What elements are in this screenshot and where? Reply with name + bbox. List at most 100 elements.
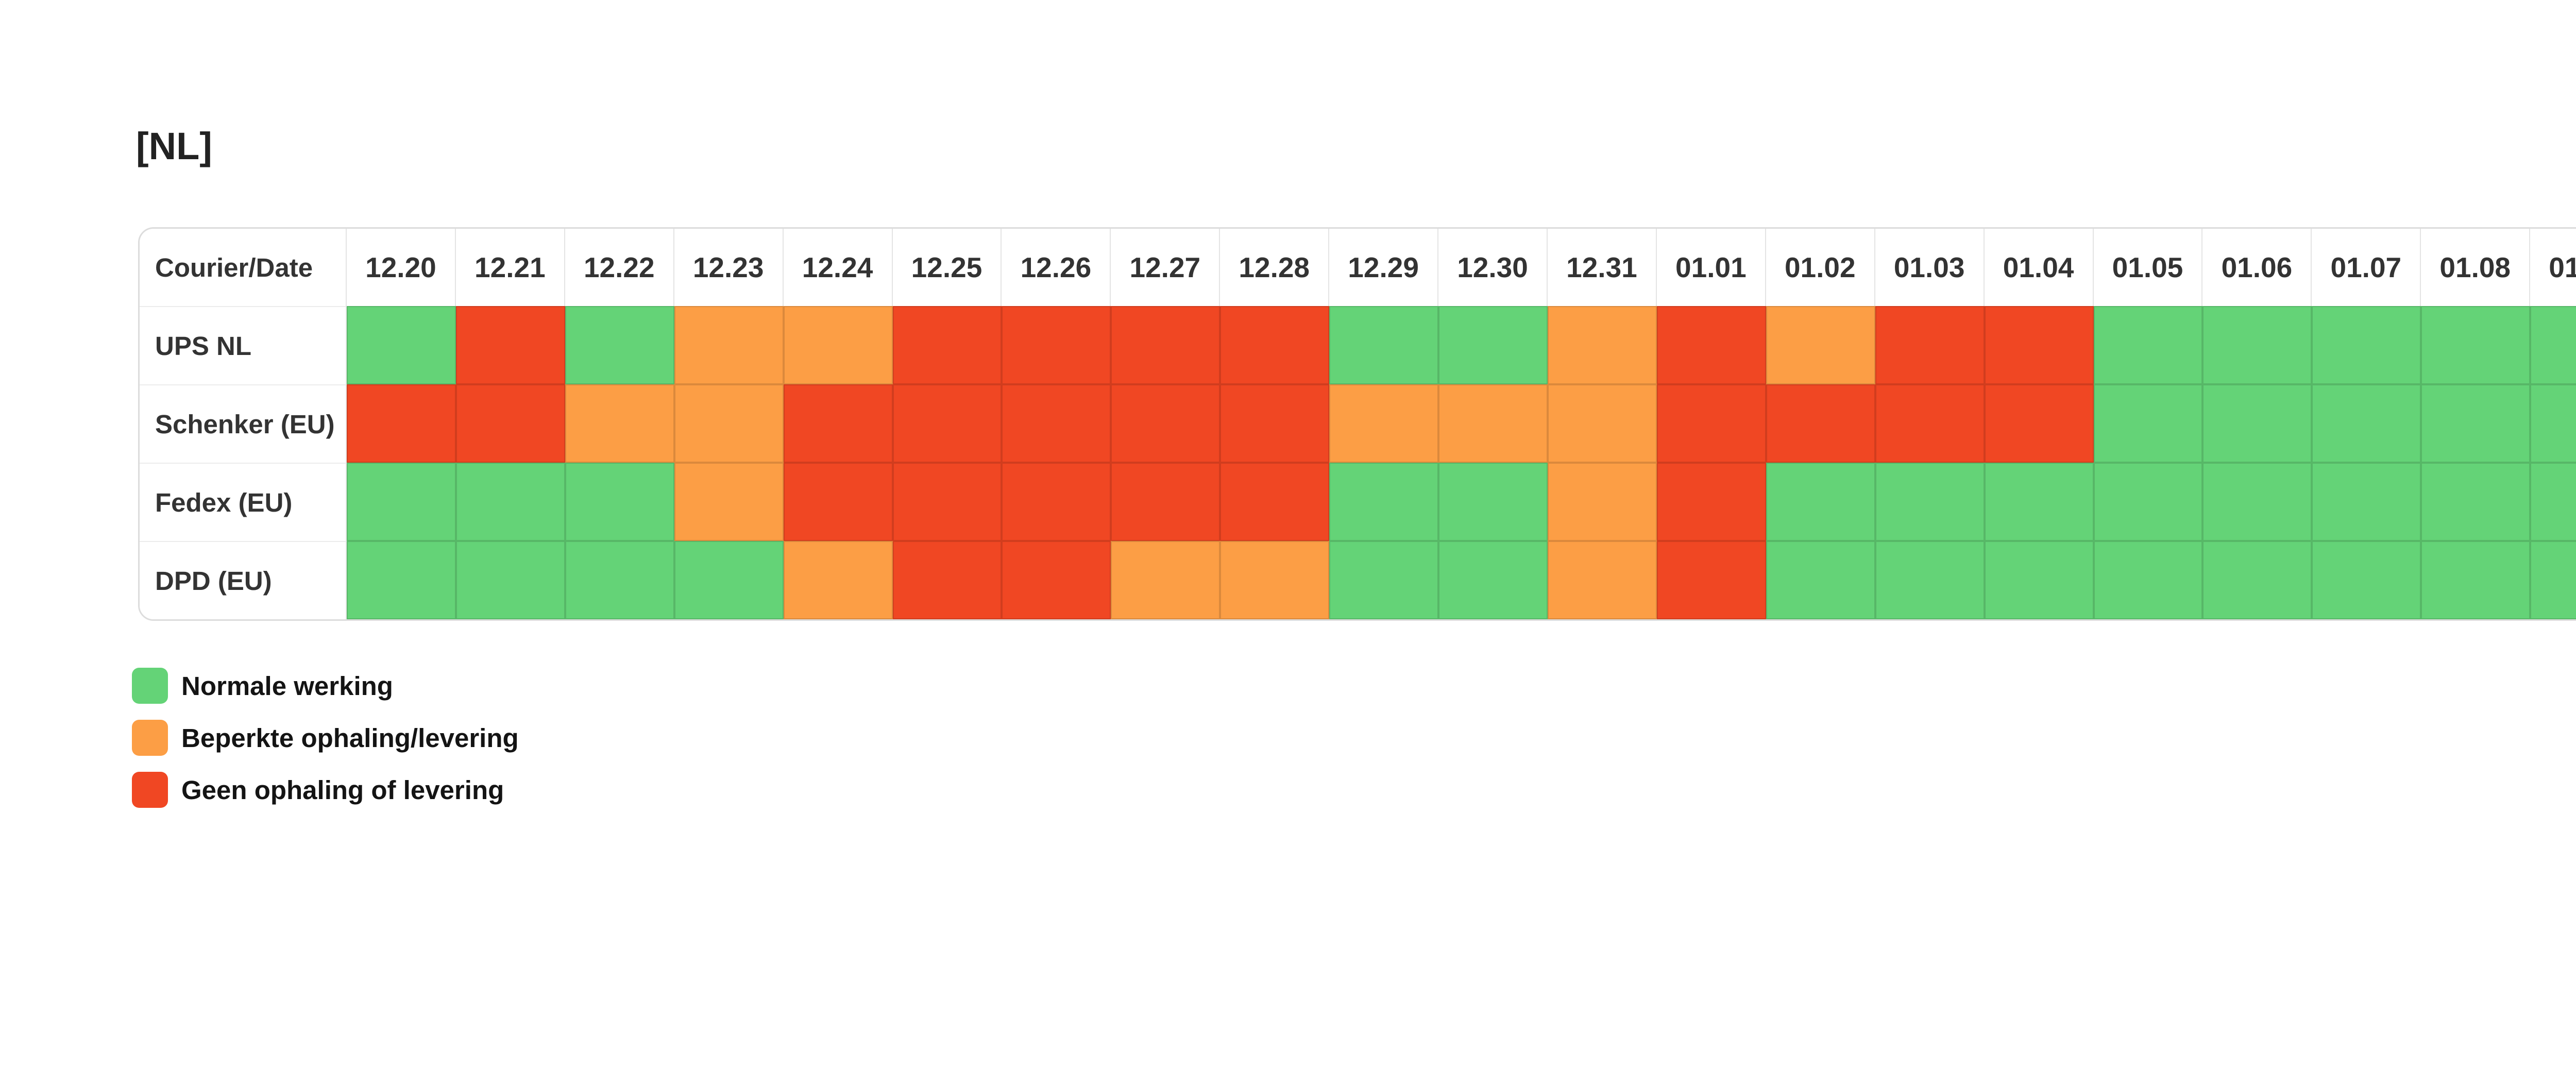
status-cell [1329,541,1439,619]
status-cell [1547,306,1657,384]
date-header: 01.05 [2093,229,2203,306]
status-cell [2202,306,2312,384]
date-header: 01.09 [2530,229,2576,306]
date-header: 12.30 [1438,229,1548,306]
legend-swatch-normal [132,668,168,704]
status-cell [2421,384,2531,463]
status-cell [2312,384,2421,463]
status-cell [1438,384,1548,463]
status-cell [2093,541,2203,619]
status-cell [1111,541,1221,619]
status-cell [2093,306,2203,384]
date-header: 12.23 [674,229,784,306]
status-cell [1875,463,1985,541]
status-cell [1002,463,1111,541]
date-header: 01.02 [1766,229,1875,306]
status-cell [892,463,1002,541]
date-header: 12.20 [347,229,456,306]
status-cell [1220,306,1330,384]
status-cell [565,463,674,541]
status-cell [2312,306,2421,384]
status-cell [1329,306,1439,384]
status-cell [565,384,674,463]
date-header: 12.22 [565,229,674,306]
status-cell [2530,384,2576,463]
date-header: 01.04 [1984,229,2094,306]
status-cell [1656,384,1766,463]
date-header: 01.01 [1656,229,1766,306]
status-cell [1766,306,1875,384]
status-cell [674,463,784,541]
status-cell [2530,306,2576,384]
date-header: 01.07 [2312,229,2421,306]
status-cell [1766,384,1875,463]
status-cell [1547,463,1657,541]
legend-label: Normale werking [181,671,393,701]
status-cell [2202,463,2312,541]
status-cell [455,541,565,619]
date-header: 12.24 [783,229,893,306]
date-header: 01.03 [1875,229,1985,306]
legend: Normale werking Beperkte ophaling/leverin… [132,668,2576,808]
status-cell [1984,541,2094,619]
courier-label: UPS NL [140,306,347,384]
status-cell [2421,463,2531,541]
corner-header: Courier/Date [140,229,347,306]
status-cell [565,306,674,384]
availability-table: Courier/Date 12.20 12.21 12.22 12.23 12.24 12… [138,227,2576,621]
courier-label: DPD (EU) [140,541,347,619]
courier-label: Schenker (EU) [140,384,347,463]
date-header: 12.31 [1547,229,1657,306]
status-cell [2421,541,2531,619]
legend-item: Normale werking [132,668,2576,704]
status-cell [2093,463,2203,541]
status-cell [783,306,893,384]
status-cell [1656,306,1766,384]
status-cell [674,384,784,463]
status-cell [674,541,784,619]
status-cell [674,306,784,384]
status-cell [1220,463,1330,541]
status-cell [565,541,674,619]
status-cell [783,384,893,463]
status-cell [1438,463,1548,541]
date-header: 01.06 [2202,229,2312,306]
status-cell [2312,463,2421,541]
status-cell [1984,306,2094,384]
status-cell [1547,384,1657,463]
status-cell [455,306,565,384]
date-header: 12.25 [892,229,1002,306]
status-cell [2312,541,2421,619]
status-cell [1984,384,2094,463]
status-cell [783,463,893,541]
status-cell [455,463,565,541]
status-cell [1002,541,1111,619]
status-cell [1547,541,1657,619]
date-header: 12.29 [1329,229,1439,306]
status-cell [1438,541,1548,619]
status-cell [347,384,456,463]
date-header: 12.28 [1220,229,1330,306]
status-cell [892,541,1002,619]
status-cell [1002,384,1111,463]
status-cell [1766,541,1875,619]
status-cell [1002,306,1111,384]
status-cell [892,384,1002,463]
status-cell [892,306,1002,384]
status-cell [1656,463,1766,541]
status-cell [1766,463,1875,541]
status-cell [2202,384,2312,463]
status-cell [2093,384,2203,463]
legend-item: Beperkte ophaling/levering [132,720,2576,756]
status-cell [783,541,893,619]
status-cell [1329,463,1439,541]
legend-label: Beperkte ophaling/levering [181,723,519,753]
status-cell [455,384,565,463]
legend-swatch-none [132,772,168,808]
status-cell [2202,541,2312,619]
status-cell [1220,541,1330,619]
status-cell [347,463,456,541]
date-header: 01.08 [2421,229,2531,306]
status-cell [1111,463,1221,541]
status-cell [2530,541,2576,619]
